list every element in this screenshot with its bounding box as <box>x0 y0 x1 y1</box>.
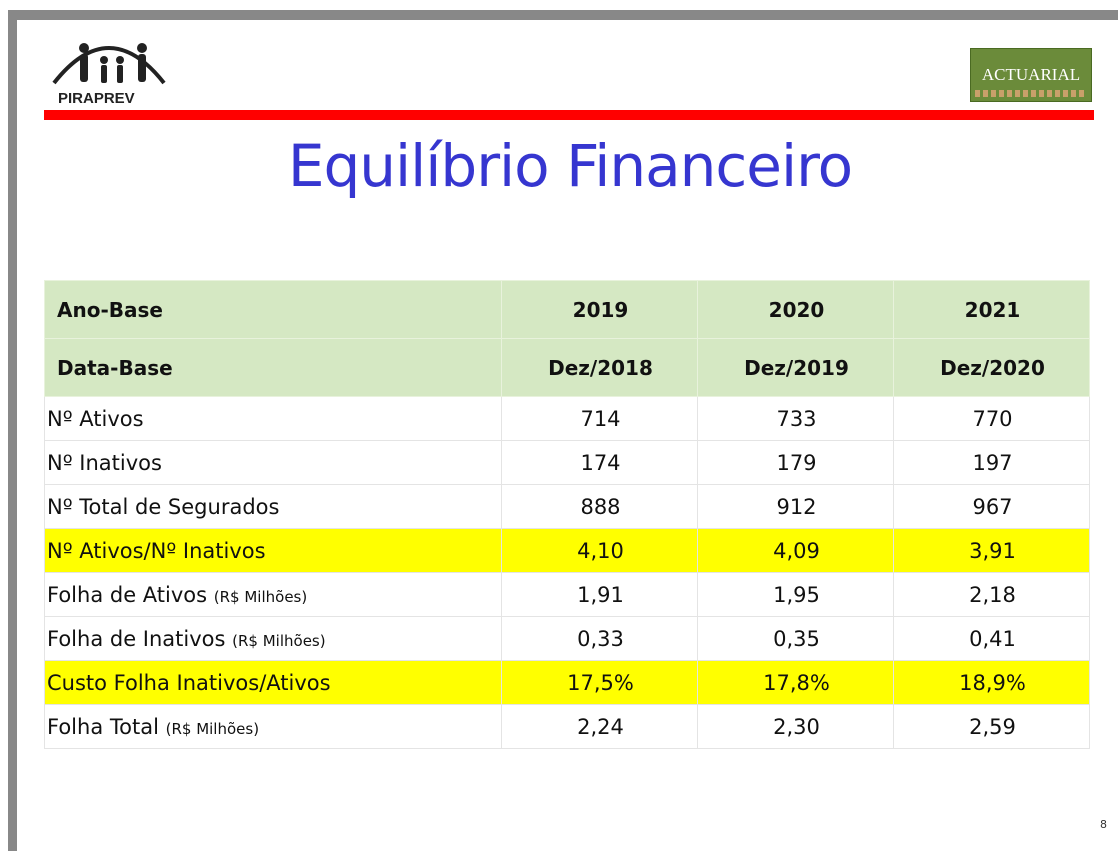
row-label-cell: Nº Total de Segurados <box>44 484 502 529</box>
row: Nº Ativos/Nº Inativos 4,10 4,09 3,91 <box>44 528 1090 573</box>
divider <box>44 110 1094 120</box>
row-label-cell: Folha de Inativos (R$ Milhões) <box>44 616 502 661</box>
row-label: Folha Total <box>47 714 159 739</box>
cell: 18,9% <box>893 660 1090 705</box>
row: Folha Total (R$ Milhões) 2,24 2,30 2,59 <box>44 704 1090 749</box>
cell: 2,59 <box>893 704 1090 749</box>
header-cell: Dez/2020 <box>893 338 1090 397</box>
title: Equilíbrio Financeiro <box>287 132 853 200</box>
row-label-cell: Nº Inativos <box>44 440 502 485</box>
row-label: Nº Ativos/Nº Inativos <box>47 538 266 563</box>
cell: 0,33 <box>501 616 698 661</box>
row-label: Folha de Inativos <box>47 626 226 651</box>
cell: 967 <box>893 484 1090 529</box>
cell: 17,8% <box>697 660 894 705</box>
cell: 4,09 <box>697 528 894 573</box>
frame <box>8 10 1118 20</box>
cell: 197 <box>893 440 1090 485</box>
header-row: Data-Base Dez/2018 Dez/2019 Dez/2020 <box>44 338 1090 397</box>
cell: 1,91 <box>501 572 698 617</box>
logo-text: ACTUARIAL <box>981 65 1081 84</box>
cell: 3,91 <box>893 528 1090 573</box>
row-label: Nº Ativos <box>47 406 144 431</box>
cell: 174 <box>501 440 698 485</box>
cell: 179 <box>697 440 894 485</box>
cell: 2,24 <box>501 704 698 749</box>
logo-icon <box>52 43 166 85</box>
header-row: Ano-Base 2019 2020 2021 <box>44 280 1090 339</box>
header-cell: Dez/2019 <box>697 338 894 397</box>
header-cell: Data-Base <box>44 338 502 397</box>
cell: 2,30 <box>697 704 894 749</box>
cell: 1,95 <box>697 572 894 617</box>
unit: (R$ Milhões) <box>232 631 326 650</box>
page-number: 8 <box>1100 818 1107 831</box>
row-label-cell: Folha Total (R$ Milhões) <box>44 704 502 749</box>
row: Folha de Inativos (R$ Milhões) 0,33 0,35 0,… <box>44 616 1090 661</box>
row-label: Custo Folha Inativos/Ativos <box>47 670 331 695</box>
table: Ano-Base 2019 2020 2021 Data-Base Dez/2018 Dez… <box>44 280 1090 749</box>
cell: 714 <box>501 396 698 441</box>
cell: 770 <box>893 396 1090 441</box>
header-cell: 2021 <box>893 280 1090 339</box>
row-label-cell: Nº Ativos <box>44 396 502 441</box>
row: Nº Total de Segurados 888 912 967 <box>44 484 1090 529</box>
logo-band <box>975 90 1087 97</box>
cell: 0,35 <box>697 616 894 661</box>
row-label: Nº Inativos <box>47 450 162 475</box>
row-label-cell: Custo Folha Inativos/Ativos <box>44 660 502 705</box>
row-label-cell: Nº Ativos/Nº Inativos <box>44 528 502 573</box>
row-label-cell: Folha de Ativos (R$ Milhões) <box>44 572 502 617</box>
cell: 2,18 <box>893 572 1090 617</box>
row: Folha de Ativos (R$ Milhões) 1,91 1,95 2,18 <box>44 572 1090 617</box>
row: Nº Ativos 714 733 770 <box>44 396 1090 441</box>
header-cell: Dez/2018 <box>501 338 698 397</box>
logo-text: PIRAPREV <box>58 90 135 107</box>
cell: 912 <box>697 484 894 529</box>
header-cell: 2019 <box>501 280 698 339</box>
row-label: Folha de Ativos <box>47 582 208 607</box>
unit: (R$ Milhões) <box>213 587 308 606</box>
cell: 4,10 <box>501 528 698 573</box>
row-label: Nº Total de Segurados <box>47 494 280 519</box>
header-cell: 2020 <box>697 280 894 339</box>
frame <box>8 10 17 851</box>
cell: 888 <box>501 484 698 529</box>
cell: 0,41 <box>893 616 1090 661</box>
cell: 733 <box>697 396 894 441</box>
unit: (R$ Milhões) <box>165 719 260 738</box>
row: Nº Inativos 174 179 197 <box>44 440 1090 485</box>
header-cell: Ano-Base <box>44 280 502 339</box>
logo: ACTUARIAL <box>970 48 1092 102</box>
cell: 17,5% <box>501 660 698 705</box>
row: Custo Folha Inativos/Ativos 17,5% 17,8% 18,… <box>44 660 1090 705</box>
